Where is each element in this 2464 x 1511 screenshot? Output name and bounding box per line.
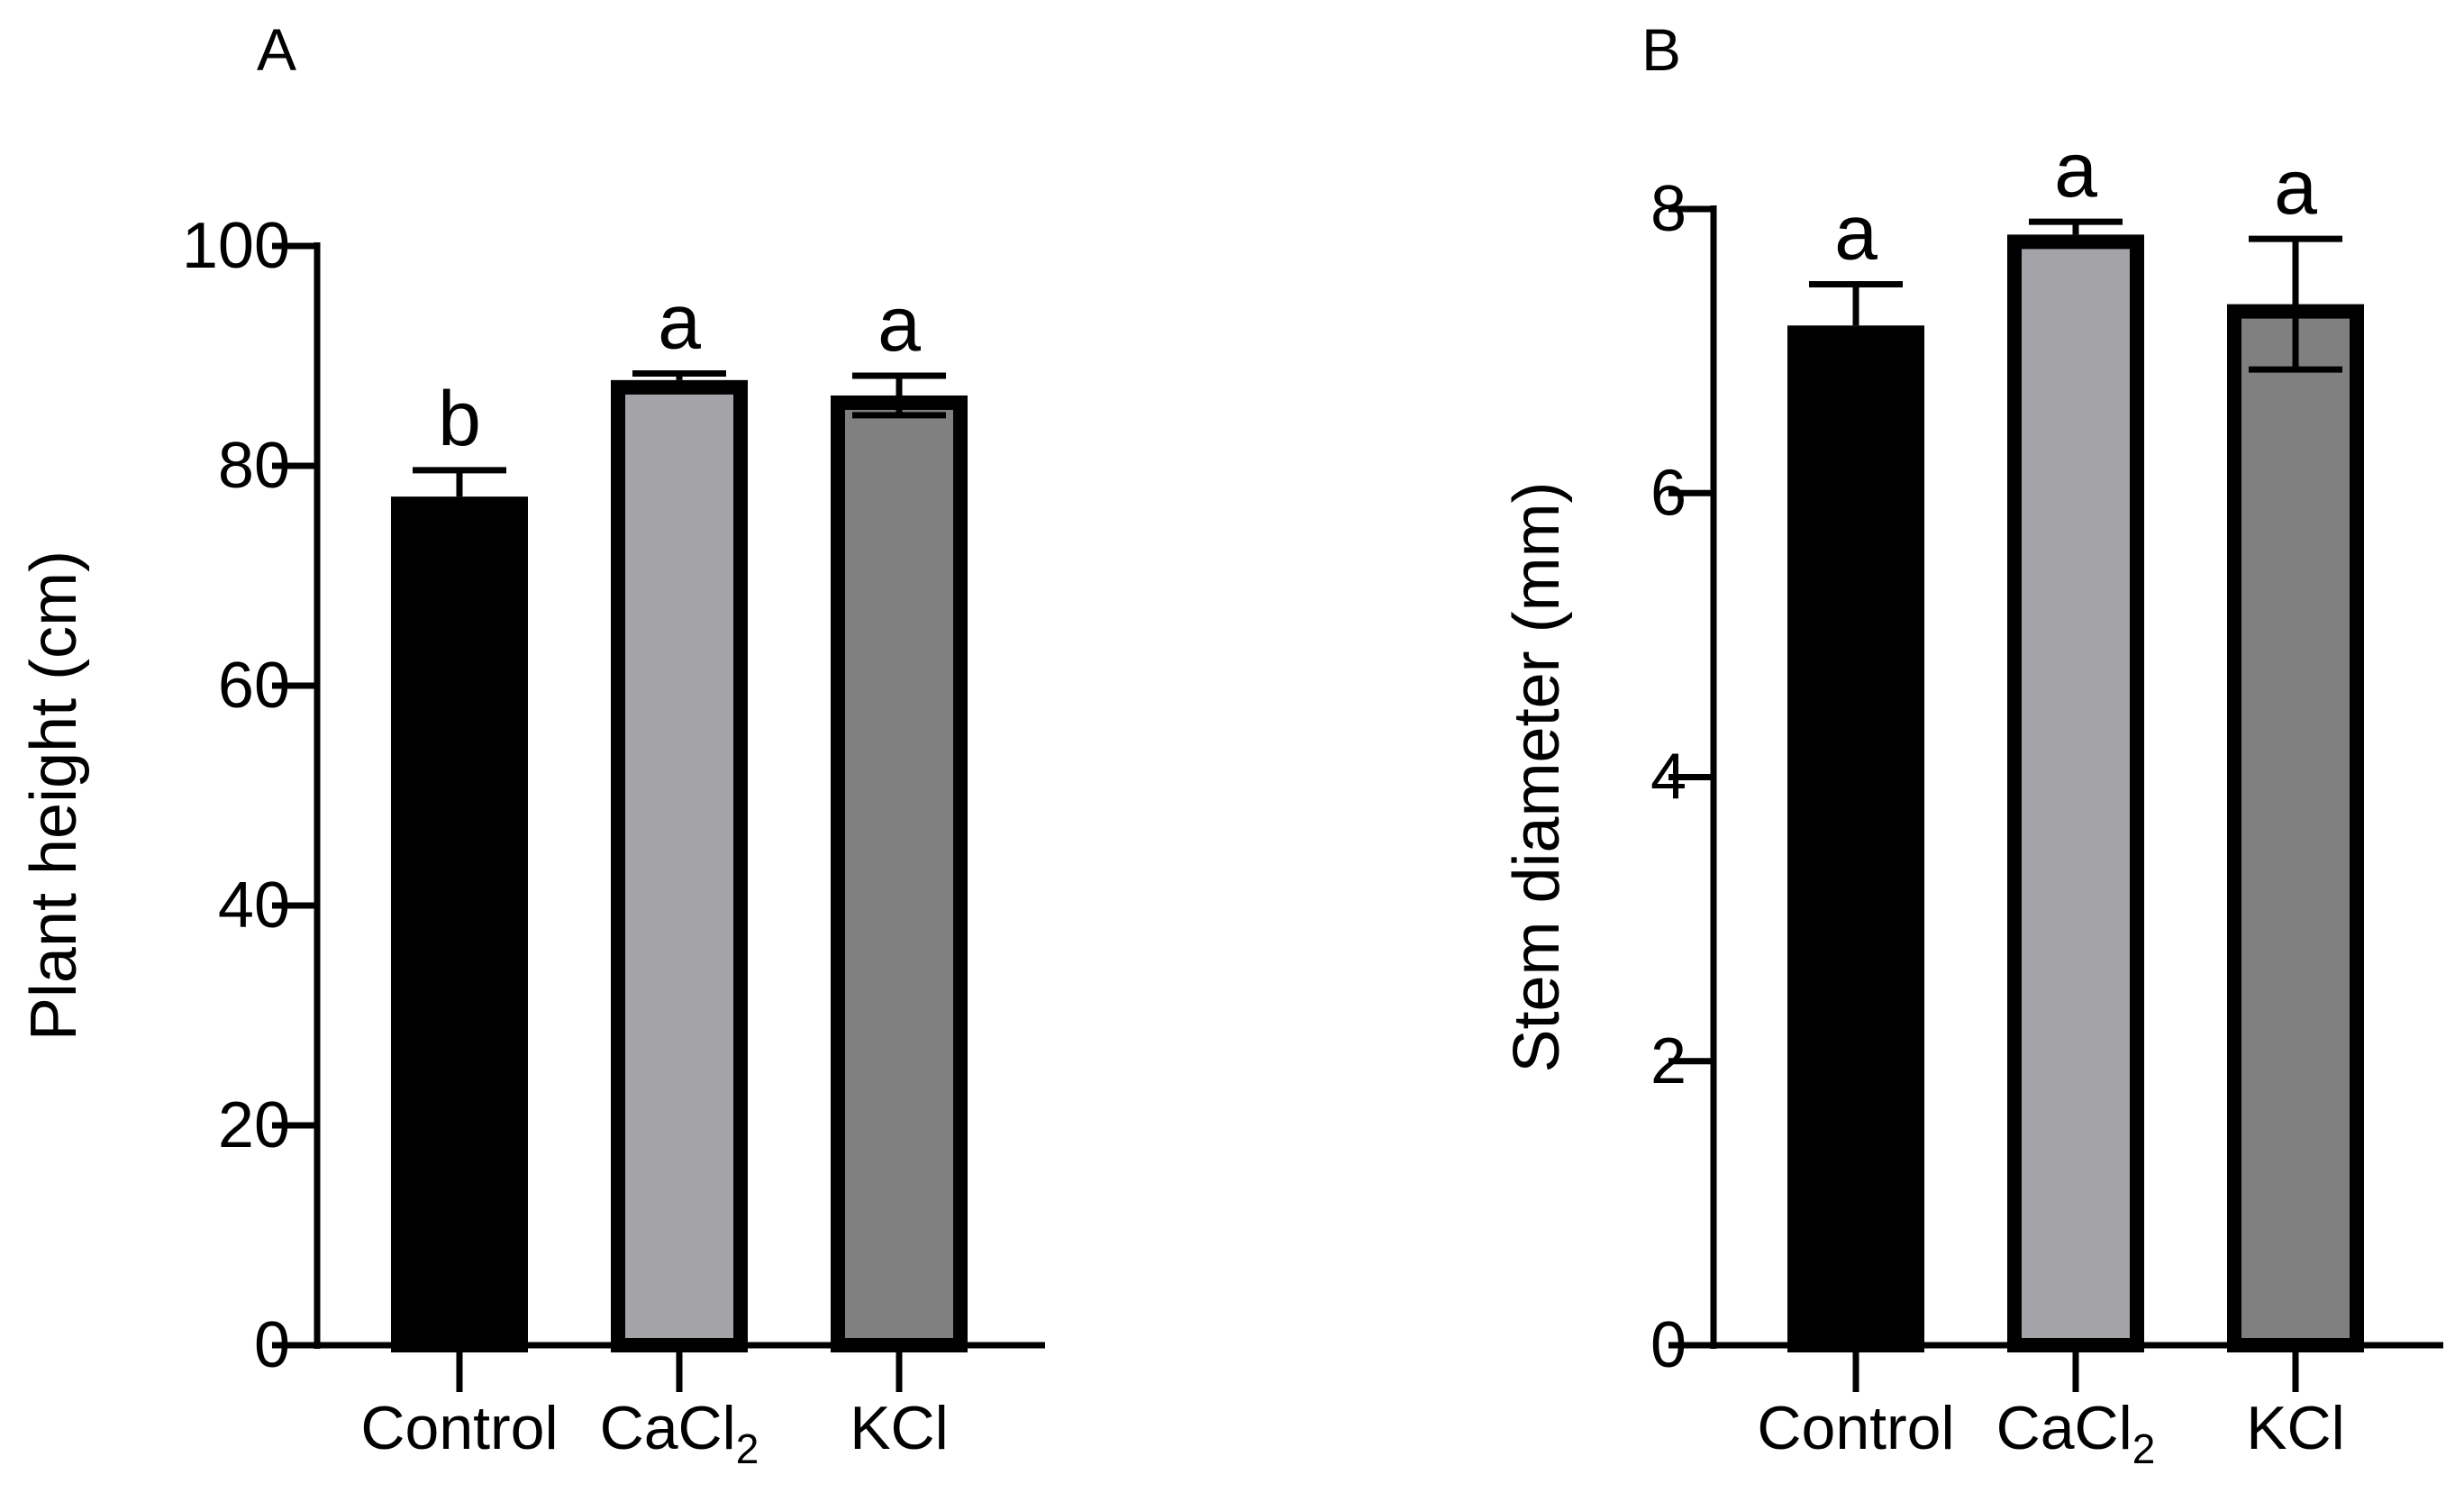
y-tick-label: 0 <box>254 1309 290 1381</box>
panel-label: B <box>1641 16 1681 83</box>
y-tick-label: 80 <box>218 430 290 502</box>
y-tick-label: 6 <box>1650 457 1687 529</box>
y-tick-label: 0 <box>1650 1309 1687 1381</box>
significance-letter: a <box>2274 144 2317 231</box>
panel-a: A Plant height (cm) b Control a CaCl2 a KCl 0 20 4… <box>18 16 1045 1472</box>
y-tick-label: 20 <box>218 1089 290 1161</box>
y-tick-label: 60 <box>218 650 290 722</box>
y-axis-label: Stem diameter (mm) <box>1501 481 1573 1072</box>
x-tick-label: KCl <box>2246 1394 2345 1462</box>
x-tick-label-main: Control <box>360 1394 558 1462</box>
significance-letter: a <box>2054 127 2097 214</box>
x-tick-label-main: KCl <box>2246 1394 2345 1462</box>
x-tick-label-main: CaCl <box>1996 1394 2132 1462</box>
bar-control <box>1787 325 1924 1353</box>
panel-label: A <box>257 16 296 83</box>
significance-letter: a <box>658 279 701 366</box>
y-tick-label: 100 <box>182 210 290 282</box>
x-tick-label-subscript: 2 <box>2132 1425 2156 1472</box>
bar-kcl <box>2227 304 2364 1352</box>
bar-control <box>391 496 528 1352</box>
y-tick-label: 8 <box>1650 173 1687 245</box>
x-tick-label-main: CaCl <box>600 1394 736 1462</box>
x-tick-label: Control <box>1757 1394 1954 1462</box>
y-tick-label: 2 <box>1650 1025 1687 1097</box>
x-tick-label-subscript: 2 <box>736 1425 759 1472</box>
significance-letter: a <box>877 281 921 368</box>
bar-cacl <box>2007 234 2144 1352</box>
y-tick-label: 4 <box>1650 742 1687 814</box>
significance-letter: b <box>438 376 481 462</box>
x-tick-label: Control <box>360 1394 558 1462</box>
x-tick-label-main: KCl <box>850 1394 949 1462</box>
x-tick-label: KCl <box>850 1394 949 1462</box>
x-tick-label-main: Control <box>1757 1394 1954 1462</box>
x-tick-label: CaCl2 <box>1996 1394 2156 1472</box>
y-axis-label: Plant height (cm) <box>18 551 90 1041</box>
bar-kcl <box>831 395 968 1352</box>
bar-cacl <box>611 379 748 1353</box>
significance-letter: a <box>1834 190 1878 277</box>
x-tick-label: CaCl2 <box>600 1394 759 1472</box>
y-tick-label: 40 <box>218 869 290 942</box>
